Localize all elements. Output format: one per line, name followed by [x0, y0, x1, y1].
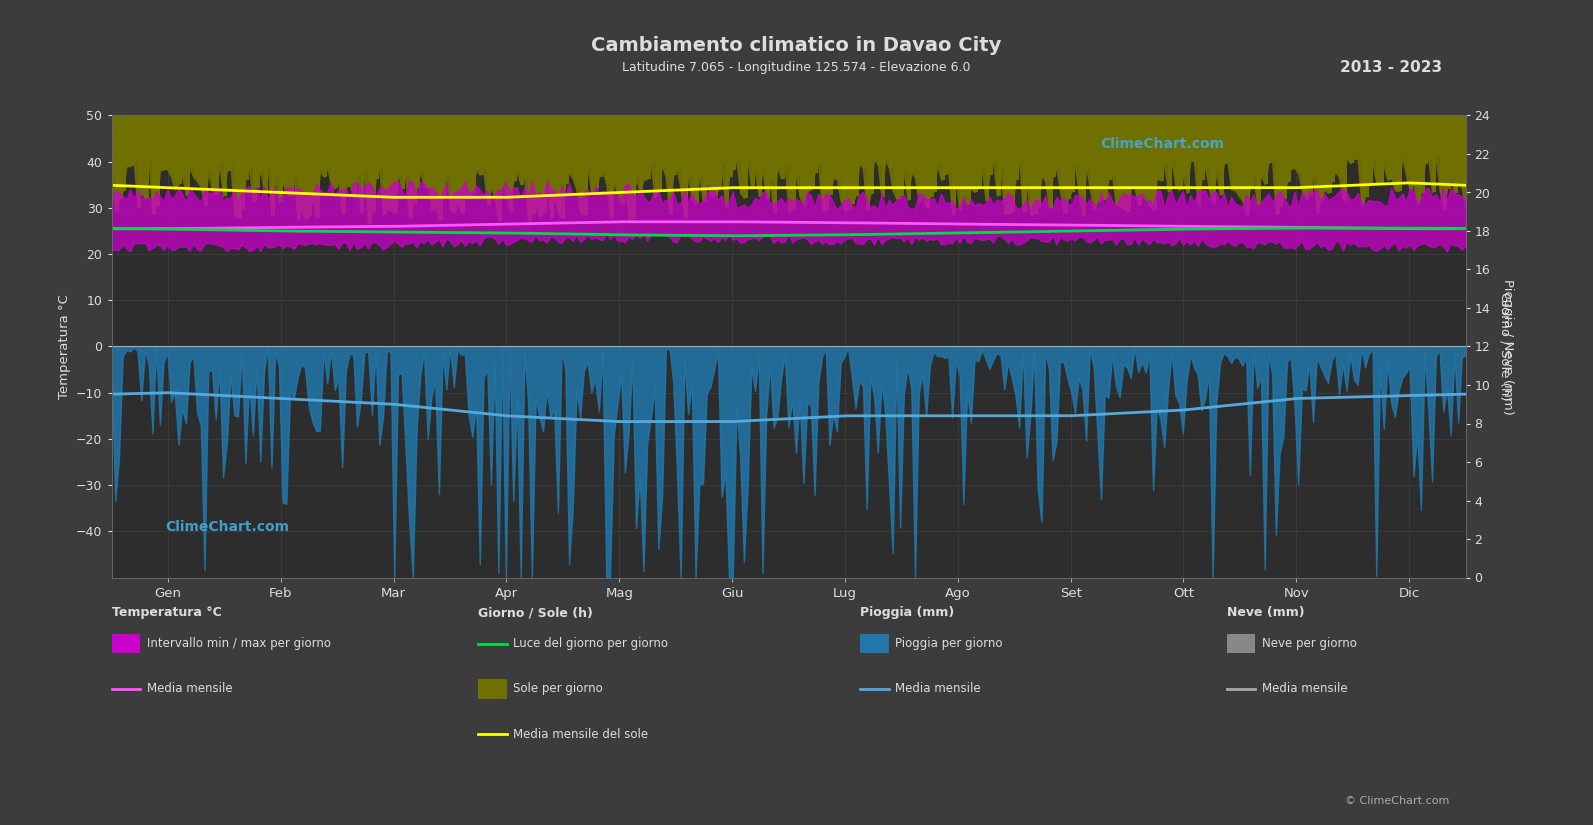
Text: Media mensile: Media mensile [1262, 682, 1348, 695]
Text: Media mensile: Media mensile [895, 682, 981, 695]
Text: Cambiamento climatico in Davao City: Cambiamento climatico in Davao City [591, 35, 1002, 55]
Text: ClimeChart.com: ClimeChart.com [1101, 137, 1223, 151]
Text: 2013 - 2023: 2013 - 2023 [1340, 60, 1442, 75]
Text: Giorno / Sole (h): Giorno / Sole (h) [478, 606, 593, 620]
Text: Neve per giorno: Neve per giorno [1262, 637, 1357, 650]
Text: Temperatura °C: Temperatura °C [112, 606, 221, 620]
Y-axis label: Pioggia / Neve (mm): Pioggia / Neve (mm) [1501, 279, 1515, 414]
Y-axis label: Temperatura °C: Temperatura °C [57, 294, 70, 399]
Text: Media mensile: Media mensile [147, 682, 233, 695]
Text: Intervallo min / max per giorno: Intervallo min / max per giorno [147, 637, 331, 650]
Text: Latitudine 7.065 - Longitudine 125.574 - Elevazione 6.0: Latitudine 7.065 - Longitudine 125.574 -… [623, 61, 970, 74]
Text: Media mensile del sole: Media mensile del sole [513, 728, 648, 741]
Y-axis label: Giorno / Sole (h): Giorno / Sole (h) [1499, 292, 1512, 401]
Text: Pioggia (mm): Pioggia (mm) [860, 606, 954, 620]
Text: © ClimeChart.com: © ClimeChart.com [1344, 796, 1450, 806]
Text: ClimeChart.com: ClimeChart.com [166, 521, 290, 535]
Text: Pioggia per giorno: Pioggia per giorno [895, 637, 1002, 650]
Text: Sole per giorno: Sole per giorno [513, 682, 602, 695]
Text: Neve (mm): Neve (mm) [1227, 606, 1305, 620]
Text: Luce del giorno per giorno: Luce del giorno per giorno [513, 637, 667, 650]
